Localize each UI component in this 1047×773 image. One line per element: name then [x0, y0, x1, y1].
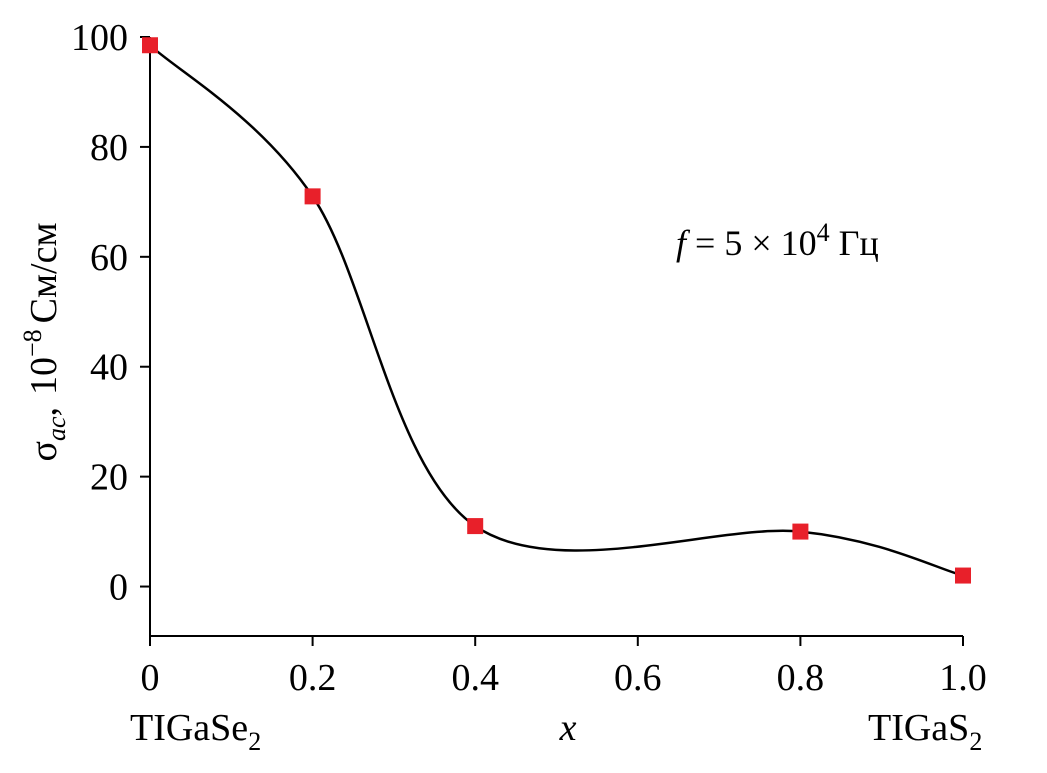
data-point-marker [792, 523, 809, 540]
y-tick-label: 80 [90, 127, 128, 169]
series-markers [142, 37, 971, 584]
data-point-marker [467, 518, 484, 535]
x-end-label-right-base: TIGaS [868, 707, 969, 749]
x-tick-label: 0.8 [777, 657, 825, 699]
x-end-label-right: TIGaS2 [868, 707, 982, 756]
y-label-subscript: ac [42, 416, 71, 441]
y-ticks: 0 20 40 60 80 100 [71, 17, 150, 609]
annotation-exponent: 4 [817, 218, 830, 247]
y-tick-label: 0 [109, 567, 128, 609]
series-line [149, 44, 964, 577]
x-axis-label: x [559, 707, 577, 749]
x-end-label-left-base: TIGaSe [130, 707, 248, 749]
frequency-annotation: f = 5 × 104 Гц [676, 218, 879, 263]
data-point-marker [955, 567, 971, 584]
y-label-separator: , [23, 407, 65, 417]
x-end-label-left: TIGaSe2 [130, 707, 261, 756]
annotation-unit: Гц [830, 223, 879, 263]
x-tick-label: 0.6 [614, 657, 662, 699]
data-point-marker [142, 37, 158, 54]
y-label-scale-base: 10 [23, 357, 65, 395]
annotation-eq: = 5 × 10 [686, 223, 817, 263]
data-point-marker [304, 188, 321, 205]
x-tick-label: 0 [141, 657, 160, 699]
x-tick-label: 1.0 [939, 657, 987, 699]
y-axis-label: σac, 10−8 См/см [18, 222, 71, 461]
y-label-unit: См/см [23, 222, 65, 323]
x-tick-label: 0.2 [289, 657, 337, 699]
x-end-label-right-subscript: 2 [969, 727, 982, 756]
x-tick-label: 0.4 [451, 657, 499, 699]
y-tick-label: 20 [90, 457, 128, 499]
x-ticks: 0 0.2 0.4 0.6 0.8 1.0 [141, 636, 987, 699]
y-tick-label: 40 [90, 347, 128, 389]
y-tick-label: 60 [90, 237, 128, 279]
axes [149, 37, 963, 637]
y-tick-label: 100 [71, 17, 128, 59]
y-label-symbol: σ [23, 441, 65, 461]
y-label-scale-exponent: −8 [18, 329, 47, 357]
x-end-label-left-subscript: 2 [248, 727, 261, 756]
